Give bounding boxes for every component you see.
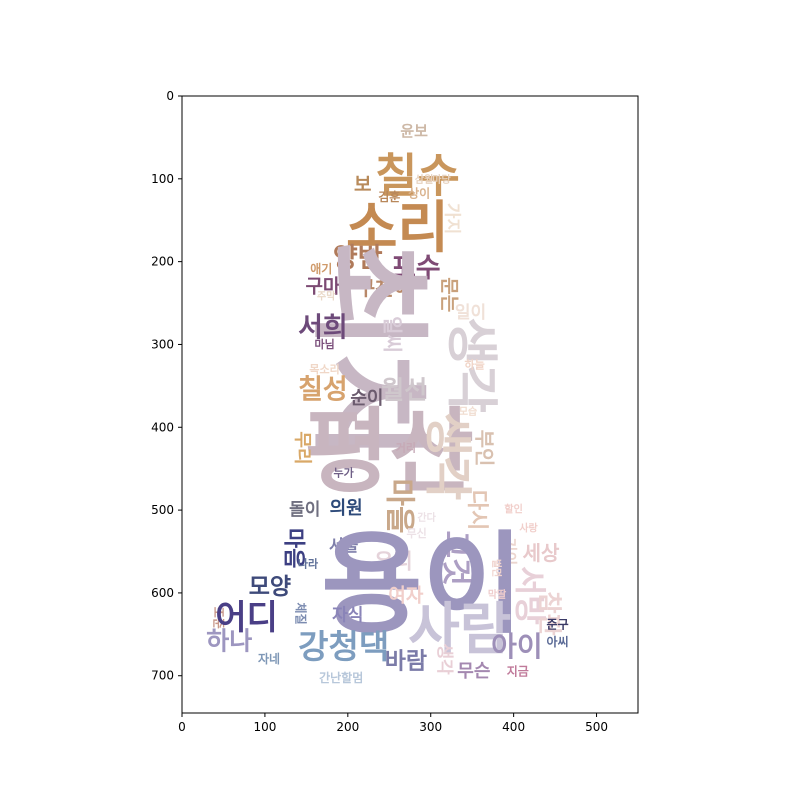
word-0: 윤보 bbox=[400, 122, 428, 140]
word-58: 자식 bbox=[332, 605, 363, 625]
word-28: 평산 bbox=[305, 399, 474, 506]
word-31: 거리 bbox=[396, 440, 416, 454]
word-46: 그것 bbox=[438, 531, 473, 586]
word-50: 벌면 bbox=[490, 559, 503, 577]
word-11: 애기 bbox=[310, 261, 332, 276]
y-tick-label-5: 500 bbox=[151, 503, 174, 517]
x-tick-label-4: 400 bbox=[502, 720, 525, 734]
word-7: 가지 bbox=[441, 203, 461, 234]
word-68: 자네 bbox=[258, 651, 280, 666]
word-8: 소리 bbox=[346, 196, 449, 261]
word-4: 마당 bbox=[432, 173, 451, 186]
word-33: 누가 bbox=[334, 465, 354, 479]
word-20: 마님 bbox=[314, 337, 334, 351]
x-tick-label-3: 300 bbox=[419, 720, 442, 734]
word-10: 포수 bbox=[391, 253, 441, 284]
word-49: 용이 bbox=[321, 521, 523, 649]
y-tick-label-4: 400 bbox=[151, 420, 174, 434]
word-69: 무슨 bbox=[457, 661, 490, 682]
word-12: 구마 bbox=[305, 275, 340, 297]
word-47: 세상 bbox=[523, 541, 560, 565]
word-53: 서방 bbox=[511, 566, 549, 625]
y-tick-label-1: 100 bbox=[151, 172, 174, 186]
word-36: 돌이 bbox=[289, 500, 320, 520]
word-15: 문는 bbox=[438, 277, 460, 312]
word-14: 주막 bbox=[317, 290, 336, 303]
word-16: 일이 bbox=[455, 303, 486, 323]
word-59: 사람 bbox=[408, 598, 511, 663]
word-44: 마음 bbox=[281, 528, 306, 568]
word-63: 강청댁 bbox=[298, 627, 389, 666]
y-tick-label-3: 300 bbox=[151, 337, 174, 351]
plot-frame bbox=[181, 95, 639, 714]
word-41: 서울 bbox=[329, 536, 359, 555]
word-64: 아이 bbox=[491, 630, 543, 663]
word-22: 하늘 bbox=[465, 358, 485, 372]
x-tick-label-2: 200 bbox=[336, 720, 359, 734]
word-57: 어디 bbox=[215, 598, 278, 638]
word-43: 기이 bbox=[500, 538, 518, 566]
x-tick-label-1: 100 bbox=[253, 720, 276, 734]
word-13: 구천이 bbox=[357, 276, 412, 300]
word-6: 김훈 bbox=[378, 189, 400, 204]
word-9: 양반 bbox=[333, 243, 383, 274]
word-55: 체질 bbox=[294, 603, 309, 625]
word-52: 여자 bbox=[388, 584, 423, 606]
x-axis: 0 100 200 300 400 500 bbox=[178, 713, 608, 734]
word-29: 생각 bbox=[419, 412, 475, 500]
word-48: 나라 bbox=[298, 556, 319, 570]
x-tick-label-0: 0 bbox=[178, 720, 186, 734]
word-39: 간다 bbox=[417, 511, 436, 524]
word-27: 모습 bbox=[459, 405, 477, 418]
word-56: 조준 bbox=[211, 607, 225, 629]
y-tick-label-7: 700 bbox=[151, 669, 174, 683]
word-3: 삼월 bbox=[415, 173, 433, 186]
word-54: 막딸 bbox=[488, 588, 507, 601]
word-17: 최치 bbox=[298, 241, 437, 462]
word-61: 준구 bbox=[547, 617, 569, 631]
word-65: 아씨 bbox=[547, 634, 569, 649]
word-67: 생각 bbox=[434, 644, 454, 676]
word-23: 칠성 bbox=[298, 375, 348, 406]
word-21: 생각 bbox=[441, 317, 501, 413]
word-62: 하나 bbox=[206, 626, 252, 655]
word-25: 월선 bbox=[381, 376, 427, 405]
plot-area bbox=[182, 96, 638, 713]
y-tick-label-2: 200 bbox=[151, 255, 174, 269]
word-5: 상이 bbox=[408, 186, 430, 201]
word-66: 바람 bbox=[385, 649, 427, 675]
word-71: 간난할멈 bbox=[319, 670, 363, 685]
word-19: 일씨 bbox=[381, 316, 405, 353]
word-70: 지금 bbox=[507, 664, 529, 679]
word-1: 칠수 bbox=[375, 149, 460, 203]
word-30: 무리 bbox=[292, 431, 313, 464]
word-2: 보 bbox=[354, 174, 371, 196]
word-45: 우리 bbox=[374, 549, 413, 573]
word-38: 할인 bbox=[504, 503, 522, 516]
y-tick-label-0: 0 bbox=[166, 89, 174, 103]
word-18: 서희 bbox=[298, 312, 348, 343]
x-tick-label-5: 500 bbox=[585, 720, 608, 734]
word-37: 의원 bbox=[330, 498, 363, 519]
word-42: 무신 bbox=[407, 526, 427, 540]
word-35: 다시 bbox=[464, 490, 489, 530]
word-26: 목소리 bbox=[309, 362, 339, 376]
word-51: 모양 bbox=[249, 574, 291, 600]
y-tick-label-6: 600 bbox=[151, 586, 174, 600]
word-34: 마을 bbox=[382, 478, 417, 533]
word-32: 부인 bbox=[473, 430, 497, 467]
word-60: 참판 bbox=[535, 592, 563, 636]
word-24: 순이 bbox=[350, 388, 383, 409]
word-40: 사랑 bbox=[519, 522, 538, 535]
y-axis: 0 100 200 300 400 500 600 700 bbox=[151, 89, 182, 683]
